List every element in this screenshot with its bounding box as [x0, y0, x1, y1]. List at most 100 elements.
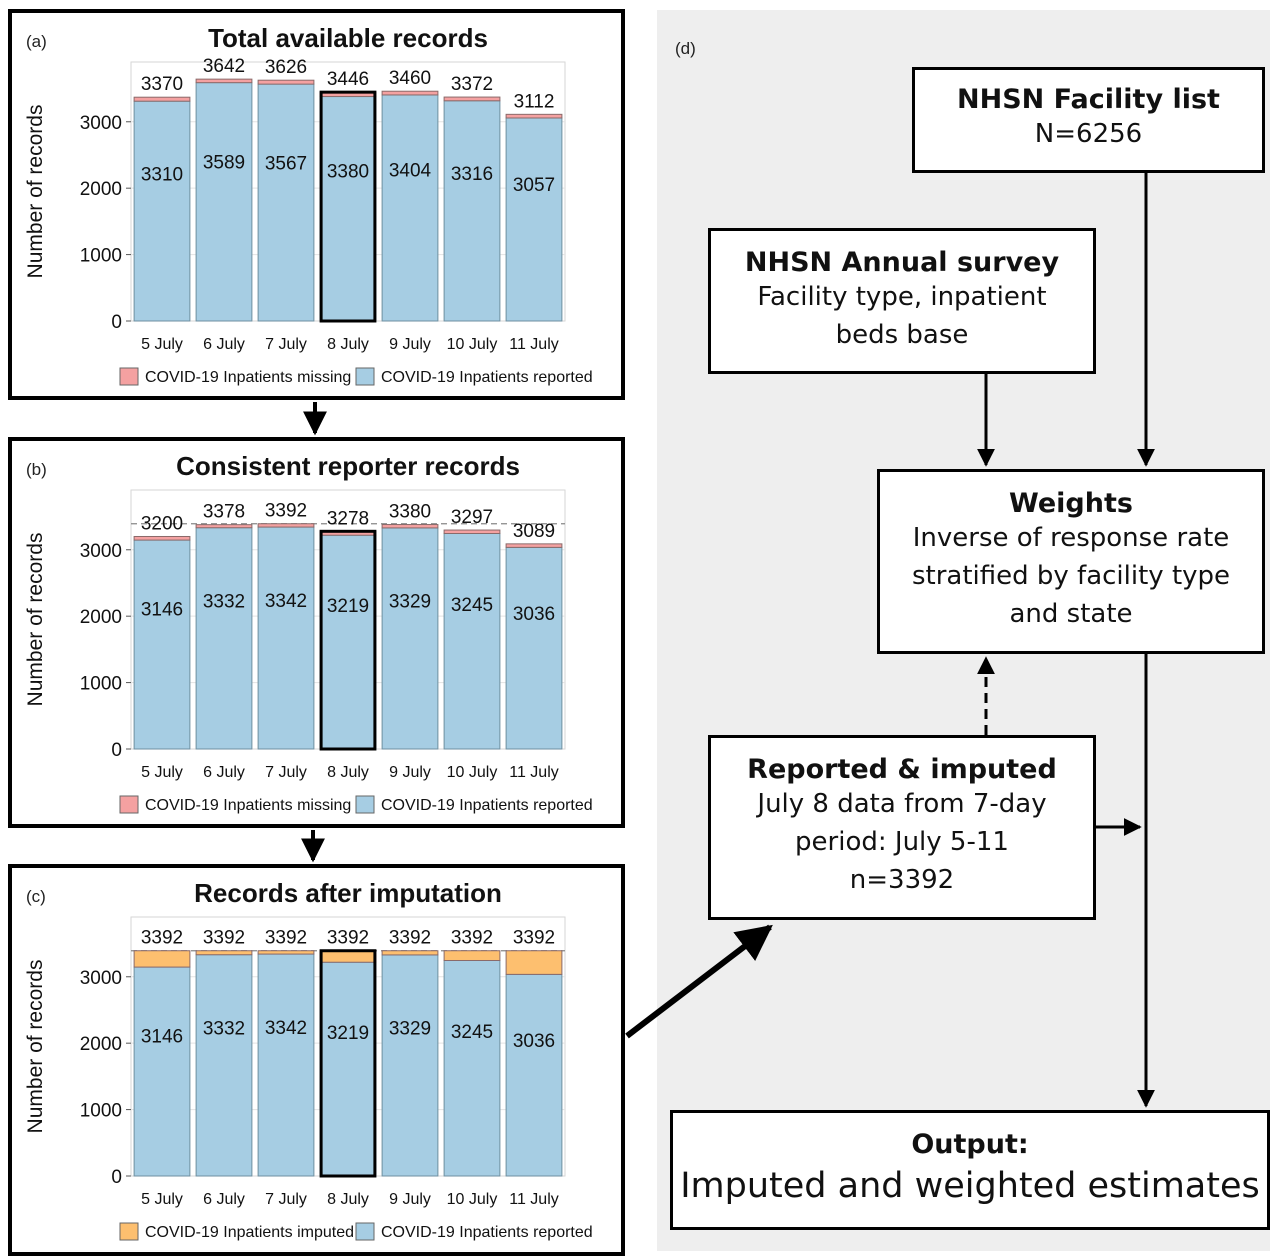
legend-swatch-b [119, 795, 139, 814]
bar-value-label-b: 3245 [451, 595, 493, 616]
x-tick-label-c: 8 July [327, 1191, 369, 1208]
legend-label-c: COVID-19 Inpatients imputed [145, 1224, 354, 1241]
bar-value-label-b: 3036 [513, 604, 555, 625]
output-title: Output: [911, 1129, 1029, 1160]
facility-list-box: NHSN Facility list N=6256 [912, 67, 1265, 173]
bar-top-segment-c [319, 950, 377, 963]
panel-label-c: (c) [26, 887, 46, 906]
bar-total-label-c: 3392 [265, 928, 307, 949]
bar-reported-a [133, 100, 191, 322]
y-tick-label: 3000 [80, 968, 122, 989]
bar-reported-c [257, 953, 315, 1177]
bar-reported-a [381, 94, 439, 322]
x-tick-label-c: 6 July [203, 1191, 245, 1208]
bar-top-segment-c [195, 950, 253, 956]
x-tick-label-c: 9 July [389, 1191, 431, 1208]
bar-total-label-b: 3378 [203, 502, 245, 523]
bar-value-label-a: 3567 [265, 153, 307, 174]
x-tick-label-b: 11 July [509, 764, 559, 781]
bar-value-label-a: 3404 [389, 160, 432, 181]
x-tick-label-a: 5 July [141, 336, 183, 353]
legend-label-b: COVID-19 Inpatients reported [381, 797, 593, 814]
bar-top-segment-c [443, 950, 501, 961]
bar-top-segment-c [381, 950, 439, 956]
x-tick-label-a: 6 July [203, 336, 245, 353]
bar-total-label-a: 3446 [327, 69, 369, 90]
facility-list-title: NHSN Facility list [957, 84, 1220, 115]
bar-reported-a [257, 83, 315, 322]
bar-top-segment-b [443, 529, 501, 534]
legend-swatch-a [119, 367, 139, 386]
bar-value-label-c: 3146 [141, 1026, 183, 1047]
bar-value-label-b: 3332 [203, 591, 245, 612]
bar-total-label-a: 3112 [514, 91, 555, 112]
legend-label-a: COVID-19 Inpatients missing [145, 369, 351, 386]
y-tick-label: 1000 [80, 246, 122, 267]
bar-top-segment-a [381, 90, 439, 96]
bar-value-label-b: 3342 [265, 591, 307, 612]
legend-swatch-b [355, 795, 375, 814]
reported-imputed-box: Reported & imputed July 8 data from 7-da… [708, 735, 1096, 920]
x-tick-label-c: 10 July [447, 1191, 498, 1208]
bar-value-label-a: 3316 [451, 164, 493, 185]
bar-total-label-c: 3392 [141, 928, 183, 949]
bar-reported-a [443, 100, 501, 322]
legend-swatch-c [119, 1222, 139, 1241]
bar-total-label-c: 3392 [389, 928, 431, 949]
bar-reported-a [319, 96, 377, 322]
bar-reported-b [319, 534, 377, 750]
x-tick-label-c: 11 July [509, 1191, 559, 1208]
y-axis-label-b: Number of records [24, 533, 47, 707]
bar-total-label-b: 3089 [513, 521, 555, 542]
panel-label-b: (b) [26, 460, 47, 479]
bar-reported-c [133, 966, 191, 1177]
bar-value-label-c: 3342 [265, 1018, 307, 1039]
x-tick-label-b: 10 July [447, 764, 498, 781]
charts-layer: (a) Total available records 0 1000 2000 3000 N… [24, 23, 593, 1241]
chart-c: (c) Records after imputation 0 1000 2000 3000… [24, 878, 593, 1241]
bar-value-label-b: 3146 [141, 599, 183, 620]
bar-top-segment-c [133, 950, 191, 968]
x-tick-label-b: 6 July [203, 764, 245, 781]
bar-total-label-b: 3297 [451, 507, 493, 528]
bar-value-label-c: 3332 [203, 1018, 245, 1039]
bar-total-label-c: 3392 [203, 928, 245, 949]
chart-title-a: Total available records [208, 23, 488, 53]
reported-imputed-line-1: July 8 data from 7-day [757, 789, 1047, 819]
facility-list-count: N=6256 [1034, 119, 1143, 149]
bar-value-label-a: 3380 [327, 161, 369, 182]
annual-survey-line-2: beds base [835, 320, 969, 350]
bar-total-label-a: 3370 [141, 74, 183, 95]
bar-top-segment-c [505, 950, 563, 975]
y-tick-label: 1000 [80, 674, 122, 695]
y-tick-label: 0 [111, 740, 122, 761]
weights-line-2: stratified by facility type [911, 561, 1231, 591]
annual-survey-line-1: Facility type, inpatient [757, 282, 1047, 312]
x-tick-label-a: 10 July [447, 336, 498, 353]
bar-top-segment-a [505, 113, 563, 119]
y-tick-label: 2000 [80, 1034, 122, 1055]
bar-top-segment-a [257, 79, 315, 85]
bar-top-segment-c [257, 950, 315, 955]
bar-total-label-a: 3642 [203, 56, 245, 77]
legend-swatch-c [355, 1222, 375, 1241]
x-tick-label-c: 7 July [265, 1191, 307, 1208]
reported-imputed-title: Reported & imputed [747, 754, 1057, 785]
annual-survey-title: NHSN Annual survey [744, 247, 1060, 278]
legend-swatch-a [355, 367, 375, 386]
legend-label-a: COVID-19 Inpatients reported [381, 369, 593, 386]
x-tick-label-b: 5 July [141, 764, 183, 781]
bar-reported-b [443, 532, 501, 750]
y-tick-label: 1000 [80, 1101, 122, 1122]
bar-top-segment-a [133, 96, 191, 102]
x-tick-label-a: 8 July [327, 336, 369, 353]
bar-reported-b [133, 539, 191, 750]
output-box: Output: Imputed and weighted estimates [670, 1110, 1270, 1230]
y-tick-label: 3000 [80, 541, 122, 562]
bar-value-label-c: 3329 [389, 1019, 431, 1040]
bar-total-label-b: 3392 [265, 501, 307, 522]
bar-reported-a [505, 117, 563, 322]
y-axis-label-c: Number of records [24, 960, 47, 1134]
x-tick-label-a: 9 July [389, 336, 431, 353]
